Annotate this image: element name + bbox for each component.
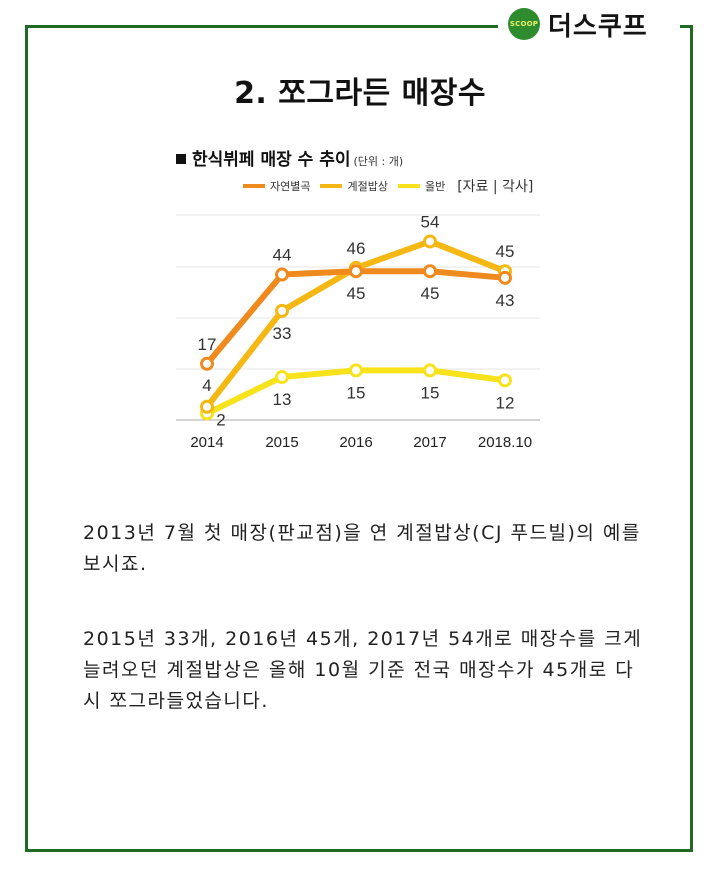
data-label: 2 — [216, 410, 225, 429]
data-point — [423, 264, 437, 279]
data-point — [423, 234, 437, 249]
data-point — [498, 270, 512, 285]
chart-unit: (단위 : 개) — [353, 155, 404, 168]
legend-label-2: 올반 — [424, 180, 446, 193]
brand-logo: SCOOP 더스쿠프 — [498, 6, 680, 42]
chart-source: [자료 | 각사] — [457, 179, 534, 195]
data-label: 45 — [496, 242, 515, 261]
chart-legend: 자연별곡 계절밥상 올반 [자료 | 각사] — [243, 176, 533, 196]
page-title: 2. 쪼그라든 매장수 — [234, 76, 486, 111]
legend-item: 자연별곡 — [243, 178, 310, 194]
data-label: 13 — [273, 390, 292, 409]
chart-title: 한식뷔페 매장 수 추이 — [192, 150, 351, 170]
paragraph-1: 2013년 7월 첫 매장(판교점)을 연 계절밥상(CJ 푸드빌)의 예를 보… — [83, 522, 641, 575]
data-label: 46 — [347, 239, 366, 258]
scoop-badge-icon: SCOOP — [508, 8, 540, 40]
title-bullet-icon — [176, 154, 186, 164]
data-point — [200, 356, 214, 371]
data-label: 12 — [496, 393, 515, 412]
data-point — [423, 363, 437, 378]
legend-swatch-2 — [397, 184, 420, 188]
chart-title-block: 한식뷔페 매장 수 추이 (단위 : 개) — [176, 145, 403, 170]
data-point — [349, 363, 363, 378]
data-label: 45 — [347, 284, 366, 303]
content-frame — [25, 25, 693, 852]
data-label: 44 — [273, 246, 292, 265]
legend-swatch-1 — [320, 184, 343, 188]
legend-item: 올반 — [397, 178, 446, 194]
x-tick-label: 2014 — [190, 434, 223, 451]
data-point — [200, 399, 214, 414]
data-label: 43 — [496, 291, 515, 310]
legend-item: 계절밥상 — [320, 178, 388, 194]
paragraph-2: 2015년 33개, 2016년 45개, 2017년 54개로 매장수를 크게… — [83, 628, 643, 712]
data-point — [275, 370, 289, 385]
data-label: 54 — [421, 212, 440, 231]
data-label: 17 — [198, 335, 217, 354]
data-point — [349, 264, 363, 279]
x-tick-label: 2018.10 — [478, 434, 532, 451]
legend-label-0: 자연별곡 — [270, 180, 311, 193]
legend-label-1: 계절밥상 — [347, 180, 388, 193]
legend-swatch-0 — [243, 184, 265, 188]
logo-badge-text: SCOOP — [509, 20, 539, 28]
data-point — [498, 373, 512, 388]
data-point — [275, 303, 289, 318]
data-label: 33 — [273, 324, 292, 343]
data-label: 15 — [347, 383, 366, 402]
x-tick-label: 2015 — [265, 434, 298, 451]
data-label: 45 — [421, 284, 440, 303]
x-tick-label: 2017 — [413, 434, 446, 451]
logo-text: 더스쿠프 — [548, 11, 648, 42]
data-label: 4 — [202, 376, 211, 395]
data-label: 15 — [421, 383, 440, 402]
x-tick-label: 2016 — [339, 434, 372, 451]
data-point — [275, 267, 289, 282]
